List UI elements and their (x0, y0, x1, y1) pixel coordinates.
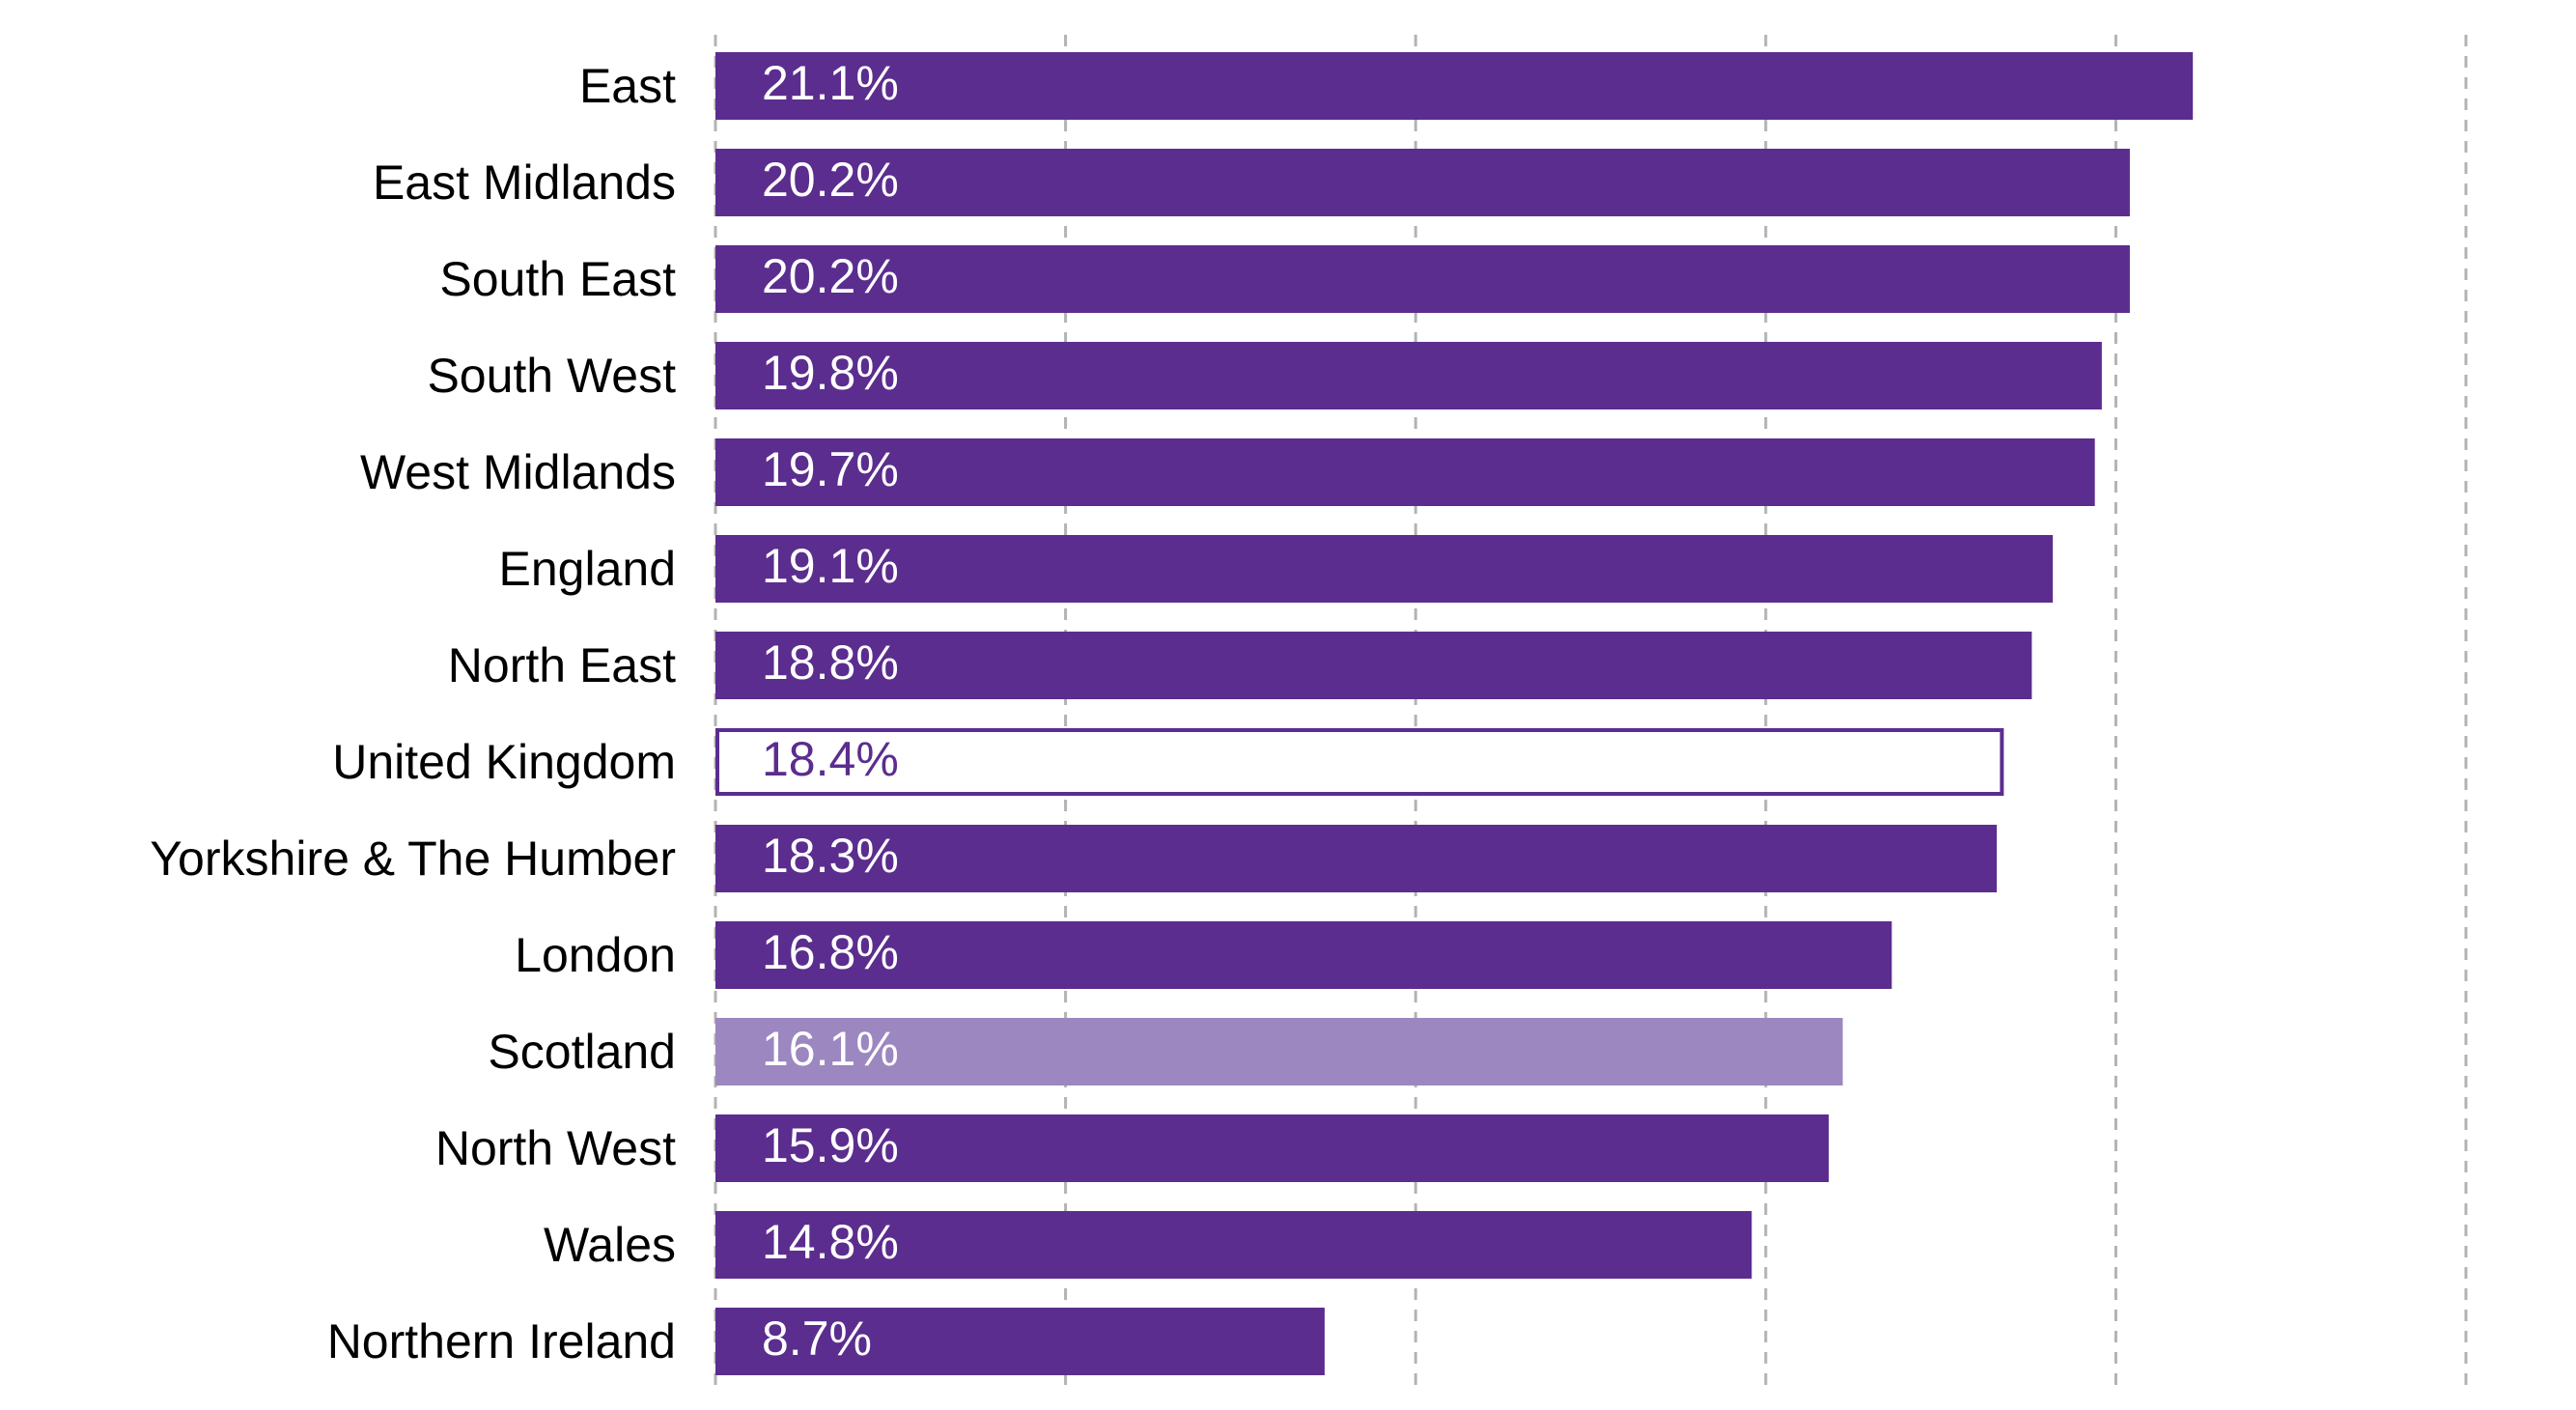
value-label: 14.8% (762, 1215, 899, 1269)
category-label: Yorkshire & The Humber (150, 832, 676, 886)
value-label: 8.7% (762, 1311, 872, 1366)
bar-yorkshire-the-humber (715, 825, 1998, 892)
bar-wales (715, 1211, 1752, 1279)
bar-east (715, 52, 2194, 120)
value-label: 20.2% (762, 249, 899, 303)
value-label: 18.4% (762, 732, 899, 786)
value-label: 20.2% (762, 153, 899, 207)
bar-west-midlands (715, 438, 2095, 506)
value-label: 19.8% (762, 346, 899, 400)
category-label: Scotland (488, 1025, 676, 1079)
value-label: 18.8% (762, 635, 899, 690)
category-label: West Midlands (360, 445, 676, 499)
bar-north-east (715, 632, 2032, 699)
category-label: North East (448, 638, 676, 692)
bars (715, 52, 2194, 1375)
bar-east-midlands (715, 149, 2130, 216)
category-label: South West (427, 349, 676, 403)
gridlines (714, 35, 2468, 1391)
labels: East 21.1% East Midlands 20.2% South East 20.… (150, 56, 898, 1368)
value-label: 19.7% (762, 442, 899, 496)
bar-scotland (715, 1018, 1843, 1086)
category-label: London (515, 928, 676, 982)
category-label: United Kingdom (332, 735, 676, 789)
bar-north-west (715, 1114, 1830, 1182)
value-label: 21.1% (762, 56, 899, 110)
category-label: England (499, 542, 677, 596)
bar-united-kingdom (715, 728, 2004, 796)
value-label: 18.3% (762, 829, 899, 883)
category-label: North West (435, 1121, 676, 1175)
value-label: 16.1% (762, 1022, 899, 1076)
value-label: 15.9% (762, 1118, 899, 1172)
bar-london (715, 921, 1892, 989)
value-label: 16.8% (762, 925, 899, 979)
category-label: East (579, 59, 676, 113)
bar-south-east (715, 245, 2130, 313)
bar-south-west (715, 342, 2102, 409)
bar-northern-ireland (715, 1308, 1325, 1375)
category-label: East Midlands (373, 155, 676, 210)
bar-england (715, 535, 2054, 603)
value-label: 19.1% (762, 539, 899, 593)
category-label: South East (439, 252, 676, 306)
category-label: Wales (544, 1218, 676, 1272)
category-label: Northern Ireland (327, 1314, 676, 1368)
